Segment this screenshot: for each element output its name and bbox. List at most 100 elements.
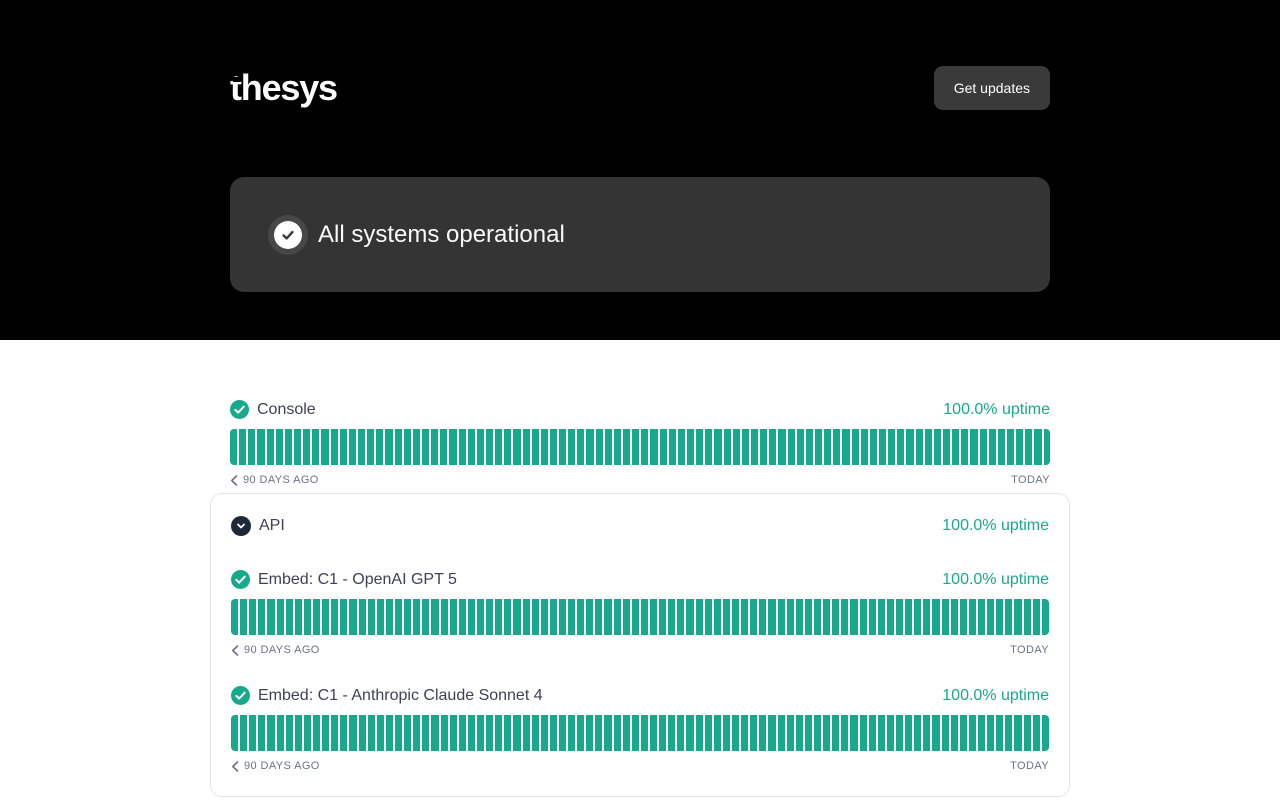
uptime-bar-day[interactable] [906,429,914,465]
uptime-bar-day[interactable] [322,599,330,635]
uptime-bar-day[interactable] [968,715,976,751]
uptime-bar-day[interactable] [979,429,987,465]
uptime-bar-day[interactable] [376,715,384,751]
uptime-bar-day[interactable] [659,429,667,465]
uptime-bar-day[interactable] [394,429,402,465]
uptime-bar-day[interactable] [249,599,257,635]
uptime-bar-day[interactable] [796,429,804,465]
uptime-bar-day[interactable] [687,429,695,465]
uptime-bar-day[interactable] [696,429,704,465]
uptime-bar-day[interactable] [394,599,403,635]
uptime-bar-day[interactable] [431,429,439,465]
uptime-bar-day[interactable] [722,599,731,635]
uptime-bar-day[interactable] [595,715,603,751]
uptime-bar-day[interactable] [804,715,812,751]
uptime-bar-day[interactable] [632,429,640,465]
uptime-bar[interactable] [231,715,1049,751]
uptime-bar-day[interactable] [440,429,448,465]
uptime-bar-day[interactable] [623,429,631,465]
uptime-bar-day[interactable] [284,429,292,465]
uptime-bar-day[interactable] [568,715,576,751]
uptime-bar-day[interactable] [449,599,457,635]
uptime-bar-day[interactable] [923,715,931,751]
uptime-bar-day[interactable] [531,429,539,465]
uptime-bar-day[interactable] [358,599,366,635]
uptime-bar-day[interactable] [404,599,412,635]
uptime-bar-day[interactable] [367,715,375,751]
uptime-bar-day[interactable] [476,429,484,465]
uptime-bar-day[interactable] [321,429,329,465]
uptime-bar-day[interactable] [823,599,831,635]
uptime-bar-day[interactable] [713,715,721,751]
uptime-bar-day[interactable] [841,599,849,635]
uptime-bar-day[interactable] [467,599,475,635]
uptime-bar-day[interactable] [787,429,795,465]
uptime-bar-day[interactable] [1023,599,1031,635]
uptime-bar-day[interactable] [1016,429,1024,465]
uptime-bar-day[interactable] [814,715,822,751]
uptime-bar-day[interactable] [276,599,284,635]
uptime-bar-day[interactable] [303,715,311,751]
uptime-bar-day[interactable] [759,715,767,751]
uptime-bar-day[interactable] [458,599,466,635]
uptime-bar-day[interactable] [367,429,375,465]
uptime-bar-day[interactable] [495,599,503,635]
uptime-bar-day[interactable] [987,715,995,751]
uptime-bar-day[interactable] [312,429,320,465]
uptime-bar-day[interactable] [768,599,776,635]
uptime-bar-day[interactable] [293,429,302,465]
uptime-bar-day[interactable] [586,429,594,465]
uptime-bar-day[interactable] [568,599,576,635]
uptime-bar-day[interactable] [613,599,621,635]
uptime-bar-day[interactable] [886,715,894,751]
uptime-bar-day[interactable] [266,429,274,465]
uptime-bar-day[interactable] [659,599,667,635]
uptime-bar-day[interactable] [723,429,731,465]
uptime-bar-day[interactable] [622,715,630,751]
uptime-bar-day[interactable] [485,429,494,465]
uptime-bar-day[interactable] [851,429,859,465]
timeline-left-control[interactable]: 90 DAYS AGO [230,474,319,486]
uptime-bar-day[interactable] [677,715,685,751]
thesys-logo[interactable]: thesys [230,70,338,106]
uptime-bar-day[interactable] [877,715,885,751]
uptime-bar-day[interactable] [650,599,658,635]
uptime-bar-day[interactable] [677,429,686,465]
uptime-bar-day[interactable] [231,599,239,635]
uptime-bar-day[interactable] [385,599,393,635]
uptime-bar-day[interactable] [1032,599,1040,635]
uptime-bar-day[interactable] [577,715,585,751]
uptime-bar-day[interactable] [886,599,894,635]
uptime-bar-day[interactable] [357,429,366,465]
uptime-bar-day[interactable] [349,715,357,751]
uptime-bar-day[interactable] [968,599,976,635]
uptime-bar-day[interactable] [777,599,785,635]
uptime-bar-day[interactable] [285,715,293,751]
uptime-bar-day[interactable] [677,599,685,635]
uptime-bar-day[interactable] [868,715,876,751]
uptime-bar-day[interactable] [622,599,630,635]
uptime-bar-day[interactable] [970,429,978,465]
uptime-bar-day[interactable] [486,715,494,751]
uptime-bar-day[interactable] [504,429,512,465]
uptime-bar-day[interactable] [577,599,585,635]
uptime-bar-day[interactable] [595,429,603,465]
uptime-bar-day[interactable] [449,715,457,751]
uptime-bar-day[interactable] [732,599,740,635]
uptime-bar-day[interactable] [312,715,321,751]
timeline-left-control[interactable]: 90 DAYS AGO [231,644,320,656]
uptime-bar-day[interactable] [440,599,448,635]
uptime-bar-day[interactable] [312,599,321,635]
uptime-bar-day[interactable] [240,599,248,635]
uptime-bar-day[interactable] [267,715,275,751]
uptime-bar-day[interactable] [1041,715,1049,751]
uptime-bar-day[interactable] [513,599,521,635]
uptime-bar-day[interactable] [440,715,448,751]
uptime-bar-day[interactable] [340,715,348,751]
uptime-bar-day[interactable] [586,715,594,751]
uptime-bar-day[interactable] [988,429,996,465]
uptime-bar-day[interactable] [248,429,256,465]
uptime-bar-day[interactable] [385,715,393,751]
uptime-bar[interactable] [230,429,1050,465]
timeline-left-control[interactable]: 90 DAYS AGO [231,760,320,772]
